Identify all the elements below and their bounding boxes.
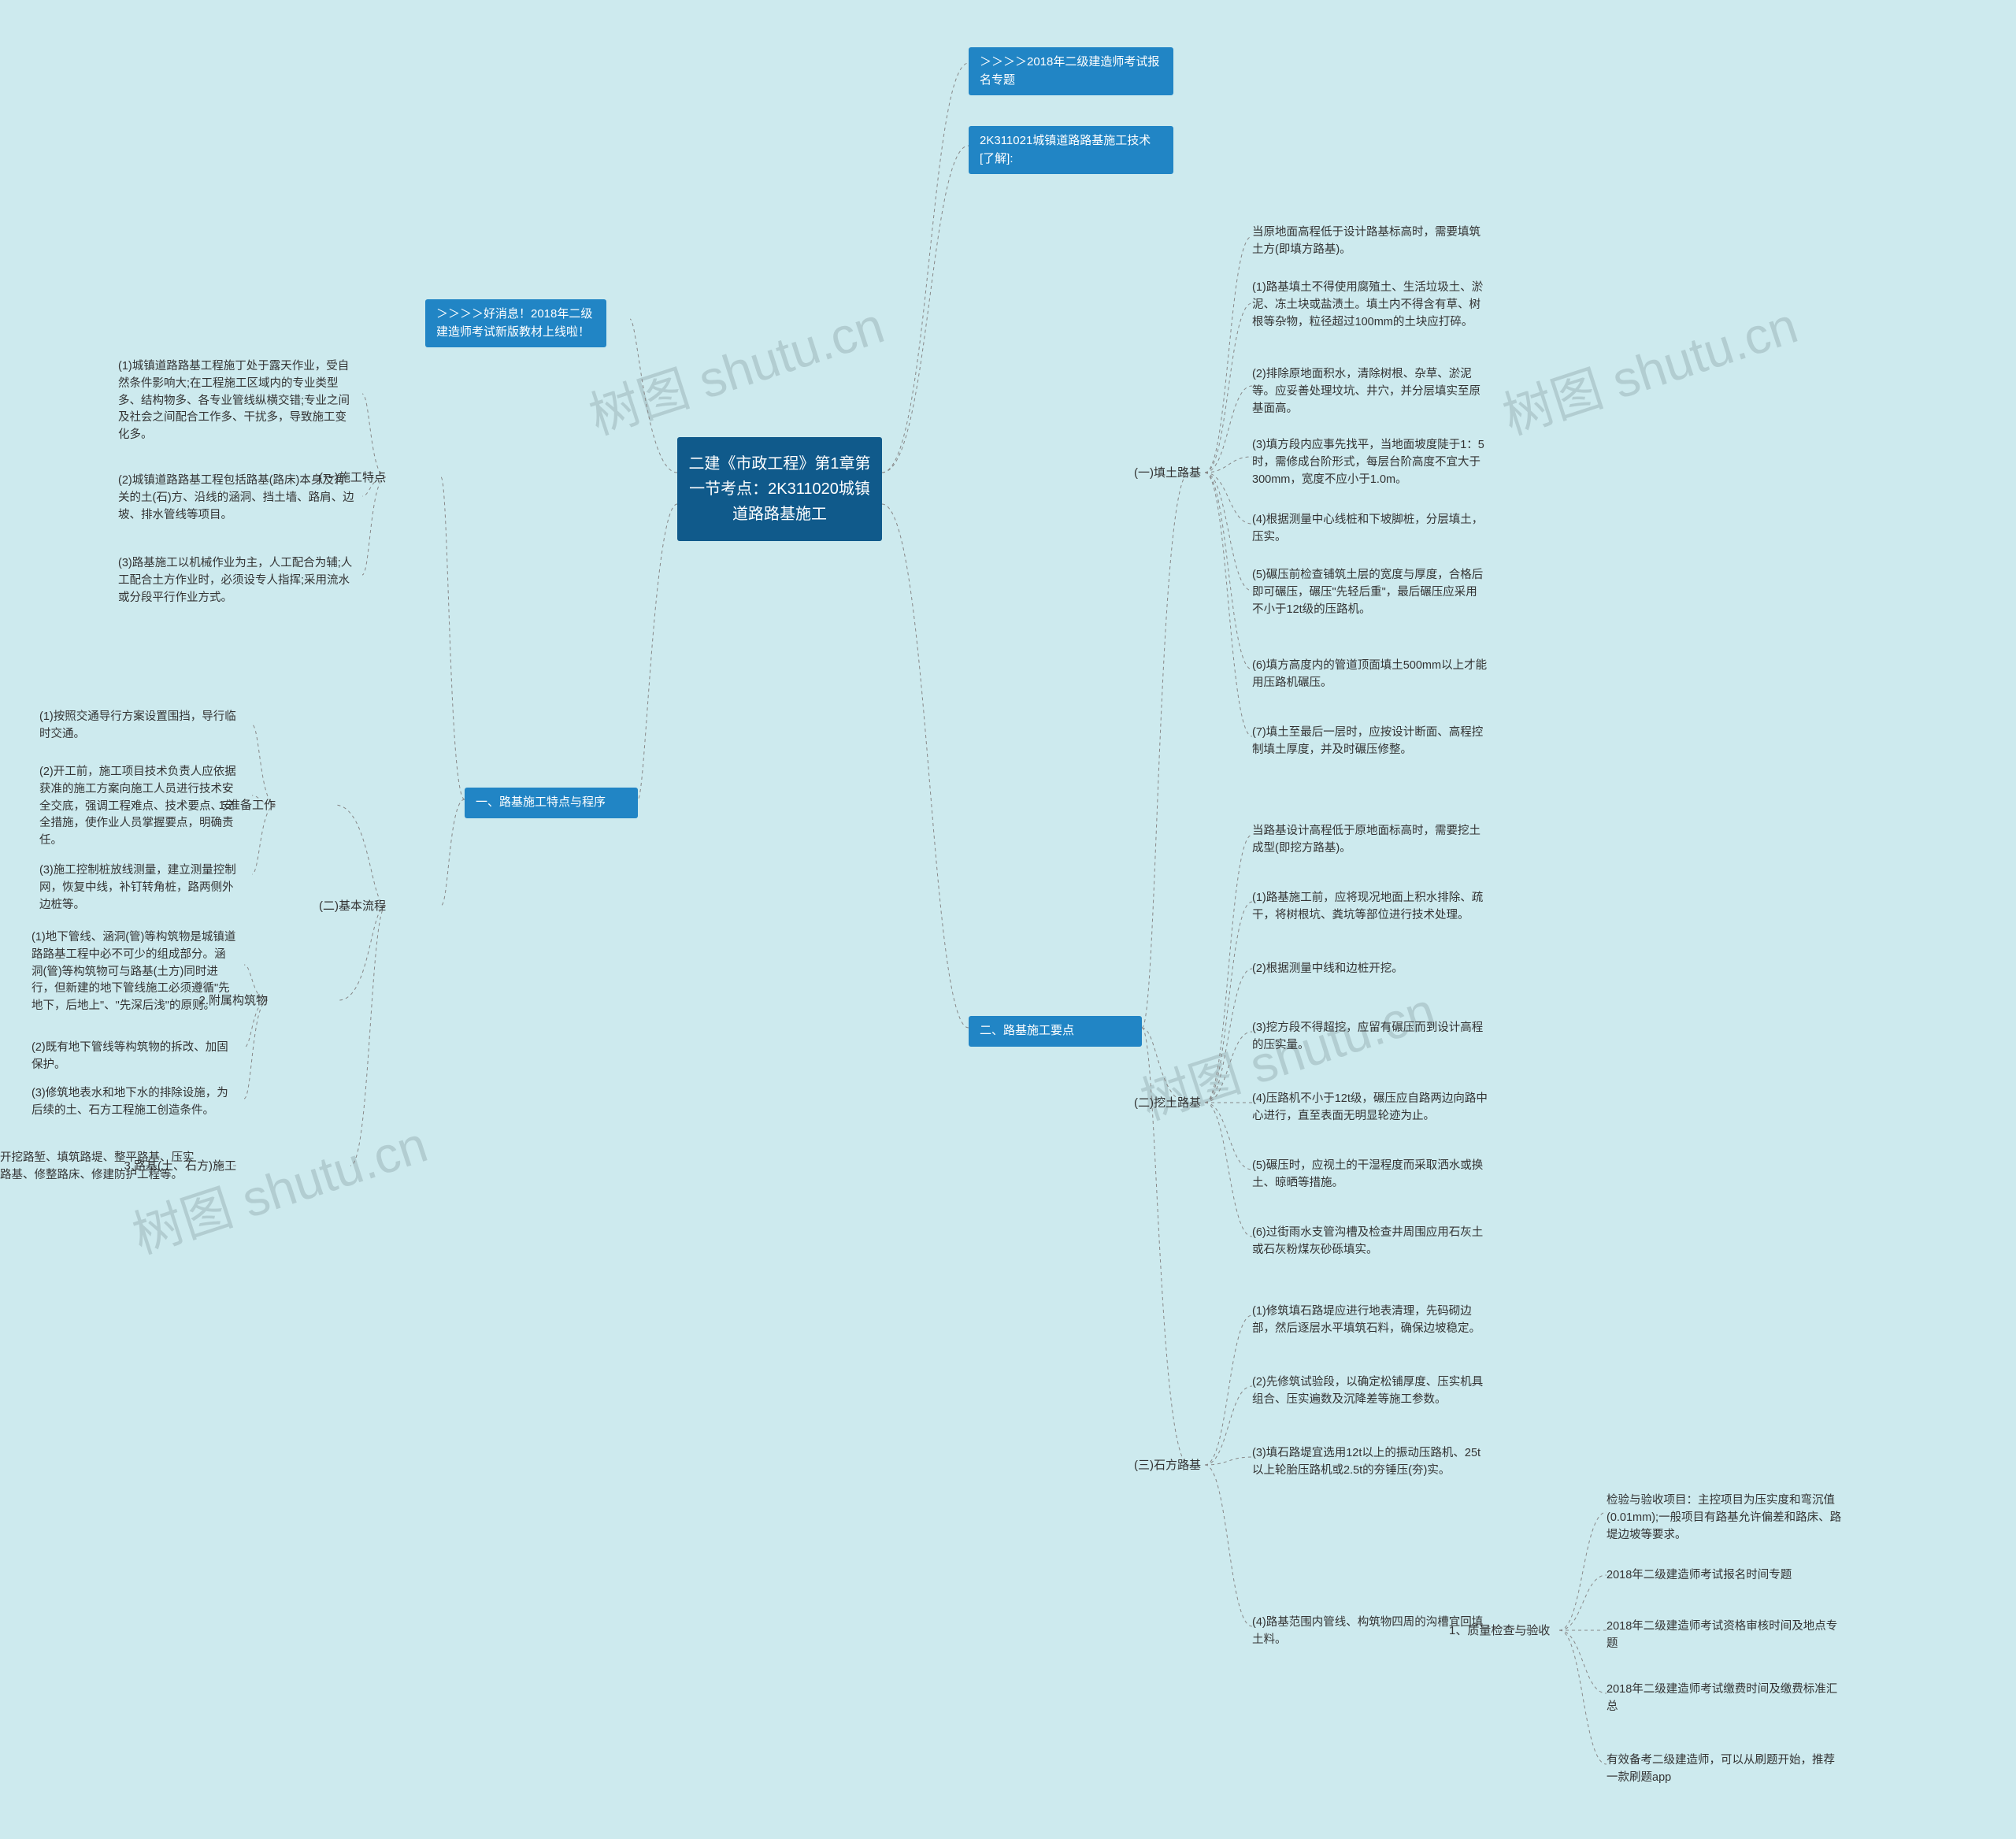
s2s3-q-item2: 2018年二级建造师考试资格审核时间及地点专题 xyxy=(1606,1618,1843,1653)
s2s3-q-item3: 2018年二级建造师考试缴费时间及缴费标准汇总 xyxy=(1606,1681,1843,1716)
s2s3-item2: (3)填石路堤宜选用12t以上的振动压路机、25t以上轮胎压路机或2.5t的夯锤… xyxy=(1252,1445,1488,1480)
good-news-box: ＞＞＞＞好消息！2018年二级建造师考试新版教材上线啦！ xyxy=(425,299,606,347)
section1-sub2-label: (二)基本流程 xyxy=(319,898,386,916)
s1s2-g1-item2: (3)施工控制桩放线测量，建立测量控制网，恢复中线，补钉转角桩，路两侧外边桩等。 xyxy=(39,862,244,914)
section2-sub1-label: (一)填土路基 xyxy=(1134,465,1201,483)
tech-box: 2K311021城镇道路路基施工技术[了解]: xyxy=(969,126,1173,174)
watermark: 树图 shutu.cn xyxy=(1492,285,1805,448)
s2s2-item6: (6)过街雨水支管沟槽及检查井周围应用石灰土或石灰粉煤灰砂砾填实。 xyxy=(1252,1225,1488,1259)
s1s1-item0: (1)城镇道路路基工程施丁处于露天作业，受自然条件影响大;在工程施工区域内的专业… xyxy=(118,358,354,444)
s2s2-item1: (1)路基施工前，应将现况地面上积水排除、疏干，将树根坑、粪坑等部位进行技术处理… xyxy=(1252,890,1488,925)
s2s1-item0: 当原地面高程低于设计路基标高时，需要填筑土方(即填方路基)。 xyxy=(1252,224,1488,259)
connector-layer xyxy=(0,0,2016,1839)
section2-title: 二、路基施工要点 xyxy=(969,1016,1142,1047)
s2s1-item2: (2)排除原地面积水，清除树根、杂草、淤泥等。应妥善处理坟坑、井穴，并分层填实至… xyxy=(1252,366,1488,417)
s2s1-item1: (1)路基填土不得使用腐殖土、生活垃圾土、淤泥、冻土块或盐渍土。填土内不得含有草… xyxy=(1252,280,1488,331)
s1s2-g3-item0: 开挖路堑、填筑路堤、整平路基、压实路基、修整路床、修建防护工程等。 xyxy=(0,1150,205,1185)
section1-title: 一、路基施工特点与程序 xyxy=(465,788,638,818)
s2s1-item7: (7)填土至最后一层时，应按设计断面、高程控制填土厚度，并及时碾压修整。 xyxy=(1252,725,1488,759)
s2s3-item1: (2)先修筑试验段，以确定松铺厚度、压实机具组合、压实遍数及沉降差等施工参数。 xyxy=(1252,1374,1488,1409)
s2s3-q-item1: 2018年二级建造师考试报名时间专题 xyxy=(1606,1567,1792,1585)
s1s2-g1-item1: (2)开工前，施工项目技术负责人应依据获准的施工方案向施工人员进行技术安全交底，… xyxy=(39,764,244,850)
watermark: 树图 shutu.cn xyxy=(579,285,891,448)
s2s2-item3: (3)挖方段不得超挖，应留有碾压而到设计高程的压实量。 xyxy=(1252,1020,1488,1055)
s1s2-g1-item0: (1)按照交通导行方案设置围挡，导行临时交通。 xyxy=(39,709,244,743)
s2s2-item0: 当路基设计高程低于原地面标高时，需要挖土成型(即挖方路基)。 xyxy=(1252,823,1488,858)
s2s1-item5: (5)碾压前检查铺筑土层的宽度与厚度，合格后即可碾压，碾压"先轻后重"，最后碾压… xyxy=(1252,567,1488,618)
root-node: 二建《市政工程》第1章第一节考点：2K311020城镇道路路基施工 xyxy=(677,437,882,541)
s1s1-item1: (2)城镇道路路基工程包括路基(路床)本身及有关的土(石)方、沿线的涵洞、挡土墙… xyxy=(118,473,354,524)
s2s3-q-label: 1、质量检查与验收 xyxy=(1449,1622,1550,1641)
s1s2-g2-item1: (2)既有地下管线等构筑物的拆改、加固保护。 xyxy=(32,1040,236,1074)
s2s2-item5: (5)碾压时，应视土的干湿程度而采取洒水或换土、晾晒等措施。 xyxy=(1252,1158,1488,1192)
s2s1-item4: (4)根据测量中心线桩和下坡脚桩，分层填土，压实。 xyxy=(1252,512,1488,547)
s2s3-q-item4: 有效备考二级建造师，可以从刷题开始，推荐一款刷题app xyxy=(1606,1752,1843,1787)
s1s2-g2-item2: (3)修筑地表水和地下水的排除设施，为后续的土、石方工程施工创造条件。 xyxy=(32,1085,236,1120)
watermark: 树图 shutu.cn xyxy=(122,1104,435,1267)
topic-box: ＞＞＞＞2018年二级建造师考试报名专题 xyxy=(969,47,1173,95)
s2s2-item4: (4)压路机不小于12t级，碾压应自路两边向路中心进行，直至表面无明显轮迹为止。 xyxy=(1252,1091,1488,1125)
s2s2-item2: (2)根据测量中线和边桩开挖。 xyxy=(1252,961,1403,978)
section2-sub2-label: (二)挖土路基 xyxy=(1134,1095,1201,1113)
section2-sub3-label: (三)石方路基 xyxy=(1134,1457,1201,1475)
s2s1-item3: (3)填方段内应事先找平，当地面坡度陡于1：5时，需修成台阶形式，每层台阶高度不… xyxy=(1252,437,1488,488)
s1s1-item2: (3)路基施工以机械作业为主，人工配合为辅;人工配合土方作业时，必须设专人指挥;… xyxy=(118,555,354,606)
s1s2-g2-item0: (1)地下管线、涵洞(管)等构筑物是城镇道路路基工程中必不可少的组成部分。涵洞(… xyxy=(32,929,236,1015)
s2s1-item6: (6)填方高度内的管道顶面填土500mm以上才能用压路机碾压。 xyxy=(1252,658,1488,692)
s2s3-q-item0: 检验与验收项目：主控项目为压实度和弯沉值(0.01mm);一般项目有路基允许偏差… xyxy=(1606,1492,1843,1544)
s2s3-item0: (1)修筑填石路堤应进行地表清理，先码砌边部，然后逐层水平填筑石料，确保边坡稳定… xyxy=(1252,1303,1488,1338)
